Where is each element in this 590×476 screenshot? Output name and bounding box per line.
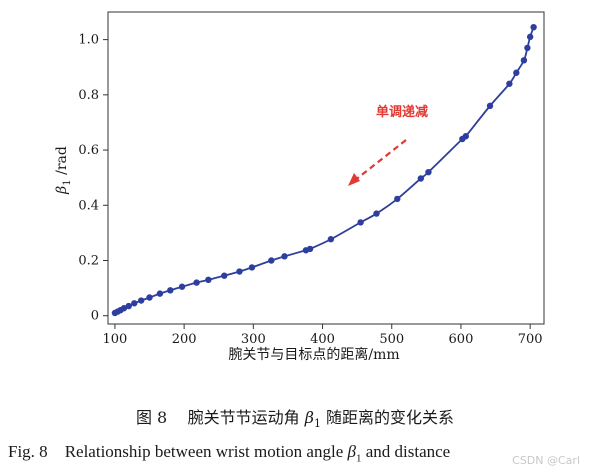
caption-cn-sub: 1 <box>313 417 321 431</box>
x-axis-title: 腕关节与目标点的距离/mm <box>228 346 399 363</box>
data-point <box>506 80 513 87</box>
data-point <box>221 272 228 279</box>
y-tick-label: 0 <box>91 309 99 324</box>
data-point <box>281 253 288 260</box>
data-point <box>486 102 494 110</box>
data-point <box>327 236 335 243</box>
caption-chinese: 图 8 腕关节节运动角 β1 随距离的变化关系 <box>0 404 590 430</box>
data-point <box>138 297 145 304</box>
plot-frame <box>107 11 545 325</box>
caption-en-figure: Fig. 8 <box>8 442 48 461</box>
caption-cn-text-b: 随距离的变化关系 <box>326 408 455 427</box>
data-point <box>125 302 132 310</box>
data-point <box>526 33 534 41</box>
chart: 100 200 300 400 500 600 700 0 0.2 0.4 0.6 0.8 1.0 单调… <box>54 11 545 363</box>
data-point <box>146 294 153 301</box>
data-point <box>530 23 537 31</box>
caption-cn-text-a: 腕关节节运动角 <box>187 408 300 427</box>
y-tick-label: 0.4 <box>78 198 99 213</box>
x-tick-label: 600 <box>449 332 474 347</box>
tick-layer: 100 200 300 400 500 600 700 0 0.2 0.4 0.6 0.8 1.0 <box>78 33 542 347</box>
caption-english: Fig. 8 Relationship between wrist motion… <box>8 442 450 464</box>
data-point <box>524 44 531 52</box>
y-tick-label: 0.2 <box>78 253 99 268</box>
x-tick-label: 200 <box>172 332 197 347</box>
y-axis-title: β1 /rad <box>54 146 73 195</box>
data-point <box>520 57 528 64</box>
data-points <box>111 23 537 317</box>
caption-cn-figure: 图 8 <box>135 408 168 427</box>
caption-en-symbol: β <box>347 442 356 461</box>
data-point <box>120 305 128 312</box>
caption-en-text-b: and distance <box>365 442 451 461</box>
x-tick-label: 400 <box>310 332 335 347</box>
data-point <box>306 245 314 253</box>
trend-annotation: 单调递减 <box>376 104 428 120</box>
data-point <box>373 210 380 217</box>
caption-en-sub: 1 <box>355 452 362 465</box>
x-tick-label: 700 <box>518 332 543 347</box>
data-point <box>425 168 432 176</box>
x-tick-label: 100 <box>103 332 128 347</box>
data-point <box>156 290 164 297</box>
data-point <box>513 69 520 76</box>
data-point <box>193 279 200 286</box>
trend-arrow <box>348 139 407 186</box>
caption-cn-symbol: β <box>304 408 314 427</box>
data-point <box>236 268 243 275</box>
caption-en-text-a: Relationship between wrist motion angle <box>64 442 344 461</box>
watermark: CSDN @Carl <box>512 454 580 467</box>
data-point <box>462 133 469 140</box>
data-point <box>394 195 401 203</box>
data-point <box>205 276 212 284</box>
data-point <box>417 175 425 182</box>
x-tick-label: 500 <box>379 332 404 347</box>
data-point <box>178 283 186 290</box>
x-tick-label: 300 <box>241 332 266 347</box>
data-point <box>131 300 138 307</box>
y-tick-label: 1.0 <box>78 33 99 48</box>
data-point <box>248 264 256 271</box>
data-point <box>268 257 275 264</box>
y-tick-label: 0.6 <box>78 143 99 158</box>
data-point <box>357 219 364 226</box>
y-tick-label: 0.8 <box>78 88 99 103</box>
series-line <box>114 26 535 314</box>
data-point <box>167 287 174 294</box>
